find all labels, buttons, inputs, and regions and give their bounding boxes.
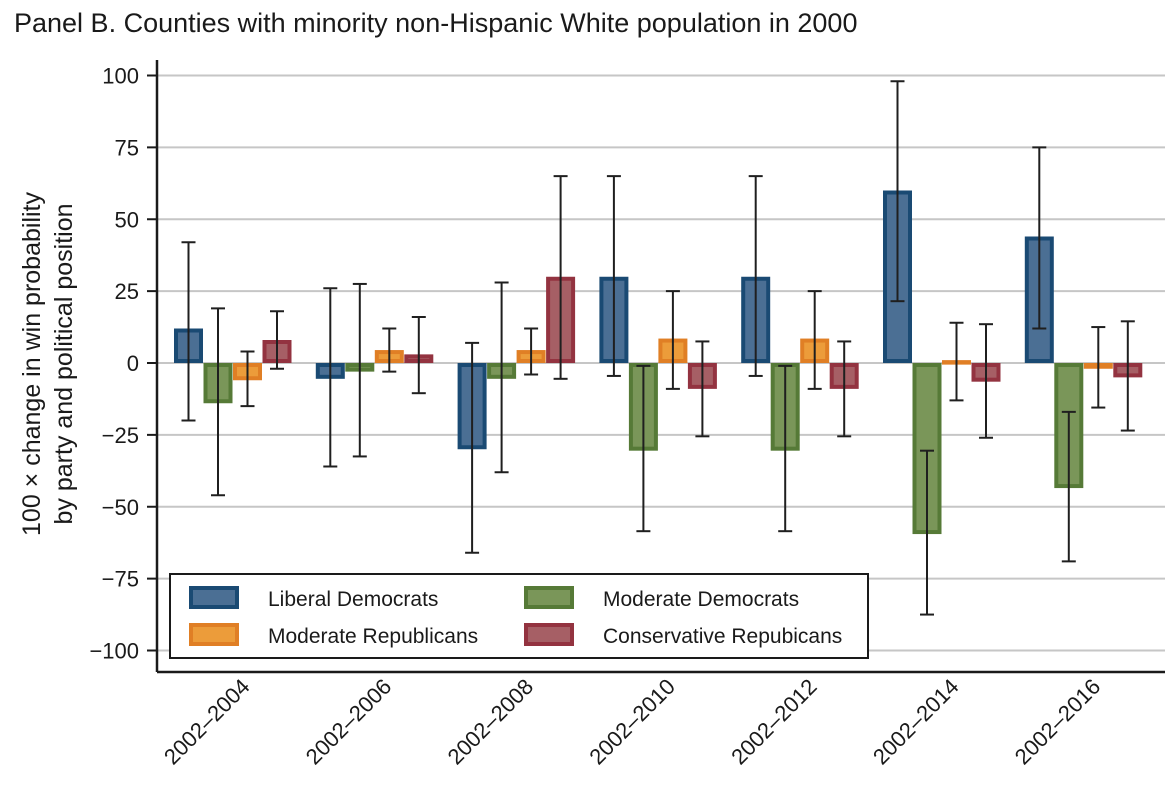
- x-tick-label: 2002–2010: [584, 674, 680, 770]
- y-axis-title: 100 × change in win probability by party …: [18, 192, 78, 536]
- legend-label: Conservative Repubicans: [603, 625, 842, 648]
- x-tick-label: 2002–2006: [301, 674, 397, 770]
- y-ticks: 100 75 50 25 0 −25 −50 −75 −100: [89, 64, 157, 664]
- x-tick-label: 2002–2014: [868, 674, 964, 770]
- legend-swatch: [524, 586, 574, 609]
- y-tick-label: 0: [127, 351, 139, 376]
- y-tick-label: −100: [89, 639, 139, 664]
- legend-label: Liberal Democrats: [268, 588, 438, 611]
- y-tick-label: −75: [102, 567, 139, 592]
- y-axis-title-line-1: 100 × change in win probability: [18, 192, 46, 536]
- legend-label: Moderate Democrats: [603, 588, 799, 611]
- x-tick-label: 2002–2008: [443, 674, 539, 770]
- legend: Liberal Democrats Moderate Democrats Moder…: [169, 573, 869, 659]
- legend-swatch: [189, 586, 239, 609]
- y-tick-label: −25: [102, 423, 139, 448]
- x-tick-label: 2002–2016: [1010, 674, 1106, 770]
- y-tick-label: 75: [115, 135, 139, 160]
- error-bars: [181, 80, 1135, 616]
- x-tick-label: 2002–2004: [159, 674, 255, 770]
- x-ticks: 2002–2004 2002–2006 2002–2008 2002–2010 2002…: [159, 674, 1105, 770]
- y-tick-label: 50: [115, 207, 139, 232]
- y-axis-title-line-2: by party and political position: [50, 203, 78, 524]
- legend-label: Moderate Republicans: [268, 625, 478, 648]
- x-tick-label: 2002–2012: [726, 674, 822, 770]
- axes: [155, 60, 1165, 674]
- y-tick-label: 100: [102, 64, 139, 89]
- y-tick-label: 25: [115, 279, 139, 304]
- chart-title: Panel B. Counties with minority non-Hisp…: [14, 8, 858, 38]
- legend-swatch: [189, 623, 239, 646]
- legend-swatch: [524, 623, 574, 646]
- y-tick-label: −50: [102, 495, 139, 520]
- legend-box: [169, 573, 869, 659]
